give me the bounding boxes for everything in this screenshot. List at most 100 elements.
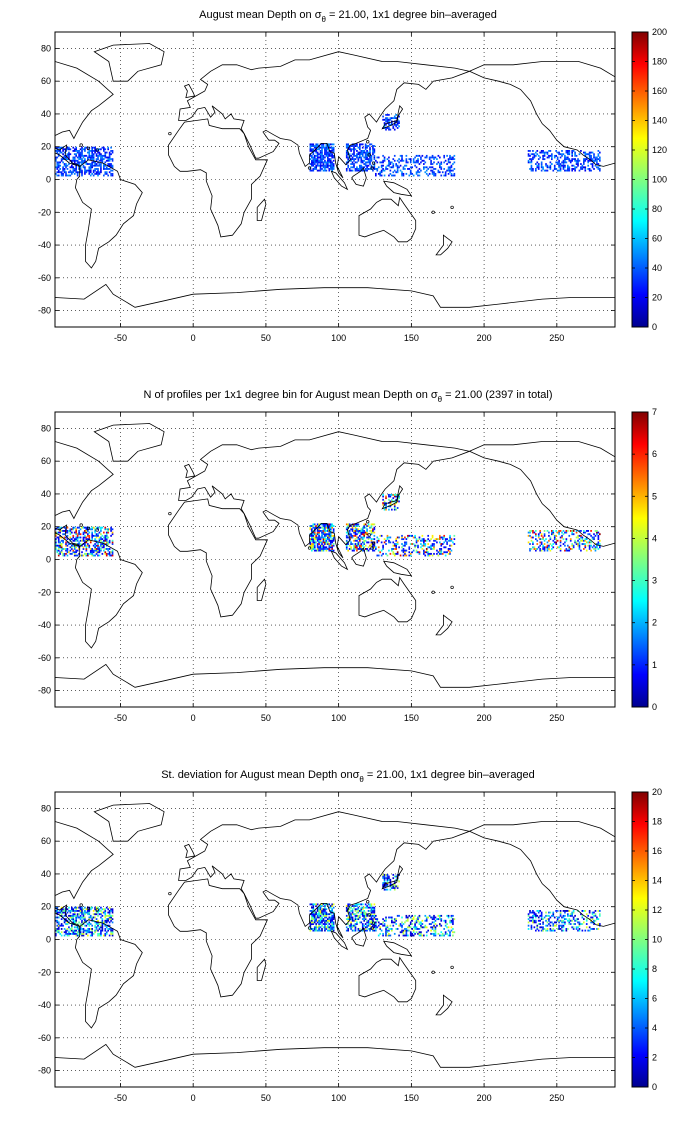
data-cell [347,910,350,912]
data-cell [360,166,363,169]
data-cell [373,534,376,537]
data-cell [331,523,334,526]
data-cell [530,166,533,169]
data-cell [559,530,562,532]
data-cell [309,158,312,161]
data-cell [318,148,320,151]
data-cell [584,153,587,156]
data-cell [312,544,315,547]
data-cell [329,539,332,542]
data-cell [361,906,364,909]
data-cell [556,163,559,165]
data-cell [447,168,450,170]
data-cell [402,174,405,177]
data-cell [383,158,386,161]
data-cell [357,528,360,531]
data-cell [356,905,358,907]
data-cell [430,169,432,172]
data-cell [92,174,95,177]
data-cell [452,931,454,934]
data-cell [385,931,387,934]
data-cell [395,548,398,550]
data-cell [392,885,395,888]
data-cell [315,151,318,154]
data-cell [361,159,364,162]
data-cell [91,929,94,932]
data-cell [111,918,114,921]
data-cell [89,908,92,911]
data-cell [437,154,440,157]
data-cell [78,151,80,154]
data-cell [331,908,334,911]
data-cell [65,929,67,932]
data-cell [101,919,104,922]
data-cell [364,929,367,932]
data-cell [421,919,424,922]
data-cell [580,150,582,152]
data-cell [325,919,328,922]
data-cell [60,546,63,549]
data-cell [354,926,357,929]
data-cell [95,908,98,911]
data-cell [65,923,67,925]
data-cell [101,546,104,549]
data-cell [452,163,454,165]
data-cell [441,543,444,545]
data-cell [347,156,350,159]
data-cell [351,148,354,151]
data-cell [73,911,76,914]
data-cell [319,151,322,154]
data-cell [540,533,543,536]
data-cell [85,536,88,539]
x-tick-label: 100 [331,713,346,723]
data-cell [385,502,387,504]
data-cell [424,544,427,547]
data-cell [450,538,453,541]
data-cell [389,118,392,121]
data-cell [585,158,588,161]
data-cell [72,921,75,924]
data-cell [401,916,403,919]
data-cell [587,161,590,164]
data-cell [427,538,430,541]
data-cell [324,924,326,927]
data-cell [316,533,319,536]
data-cell [348,168,351,170]
data-cell [79,533,82,536]
data-cell [55,539,57,542]
data-cell [108,528,111,531]
data-cell [60,536,63,539]
data-cell [100,929,102,932]
data-cell [389,500,392,503]
data-cell [574,919,576,922]
data-cell [527,159,530,162]
data-cell [348,918,351,921]
data-cell [316,164,319,167]
data-cell [347,916,350,919]
data-cell [55,911,57,914]
data-cell [57,929,60,932]
data-cell [382,164,384,167]
data-cell [376,169,379,172]
data-cell [55,146,57,149]
data-cell [431,921,434,924]
data-cell [316,159,319,162]
data-cell [565,151,568,154]
data-cell [392,873,395,876]
data-cell [453,918,456,921]
data-cell [363,531,366,534]
data-cell [546,169,549,172]
data-cell [373,918,376,921]
data-cell [587,544,590,547]
data-cell [444,159,447,162]
data-cell [388,113,390,116]
data-cell [537,911,540,914]
coastline-borneo [351,167,367,187]
data-cell [559,164,562,167]
data-cell [94,539,96,542]
data-cell [591,921,594,924]
data-cell [373,911,376,914]
data-cell [564,169,566,172]
data-cell [446,923,448,925]
data-cell [382,883,384,886]
